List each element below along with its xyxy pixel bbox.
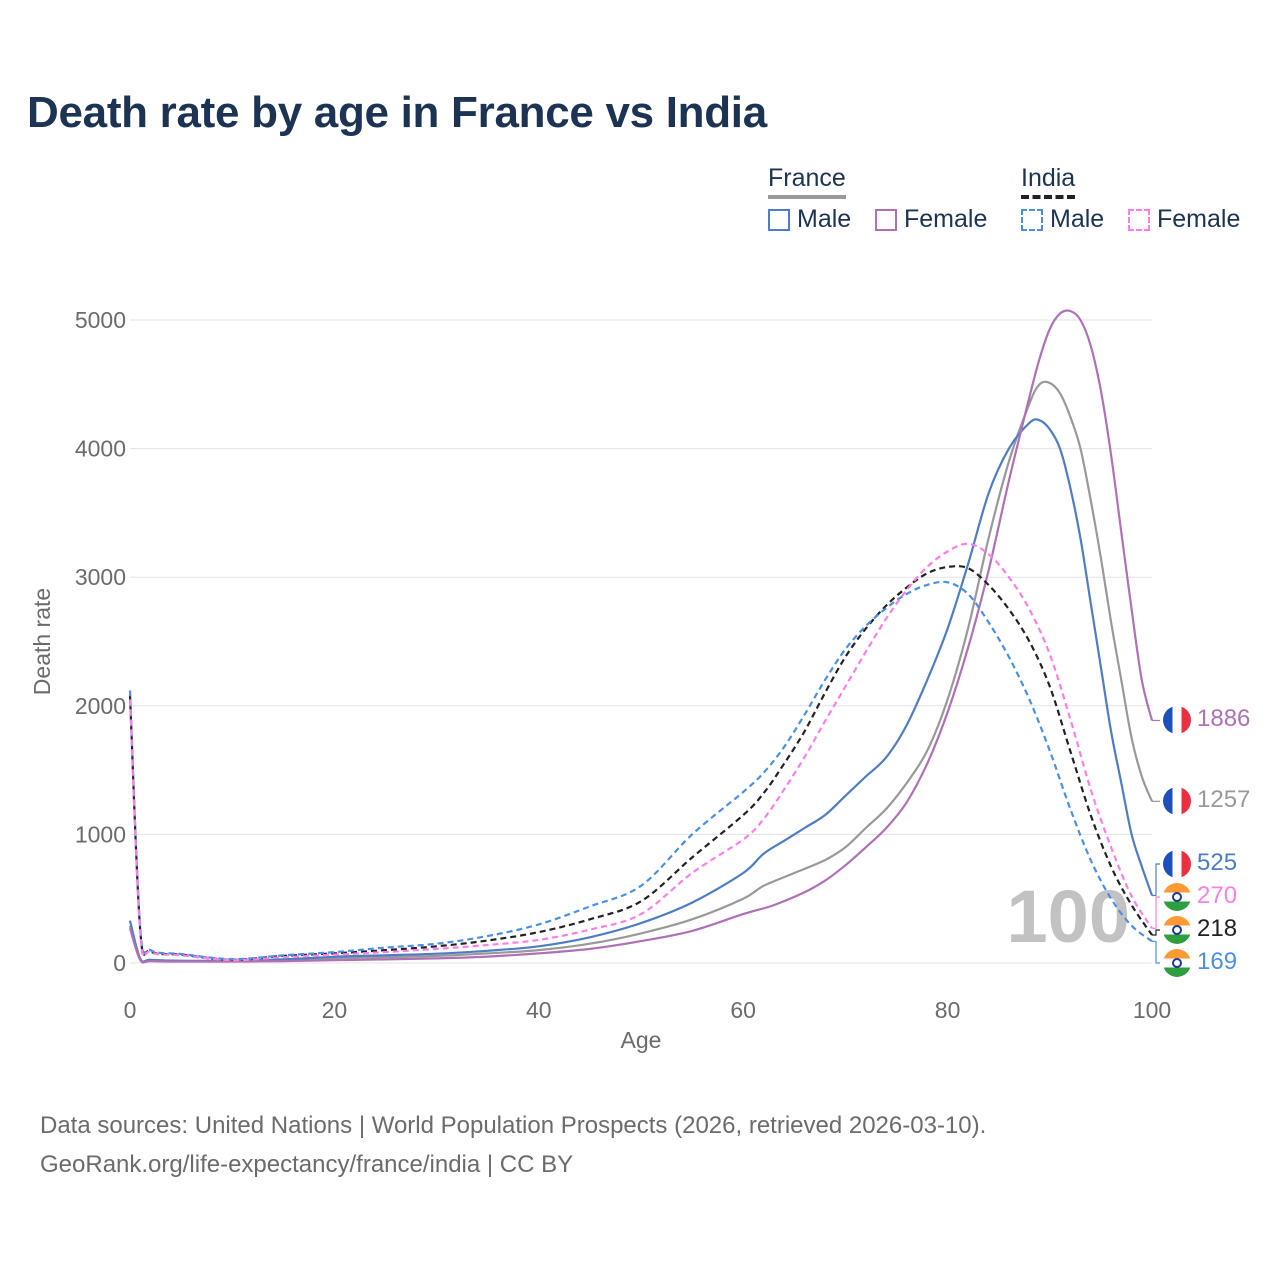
- x-tick-label: 100: [1133, 997, 1171, 1023]
- y-axis-title: Death rate: [29, 588, 55, 695]
- y-tick-label: 2000: [75, 693, 126, 719]
- year-watermark: 100: [1007, 875, 1130, 958]
- france-flag-icon: [1163, 706, 1191, 735]
- india-flag-icon: [1163, 949, 1191, 977]
- chart-title: Death rate by age in France vs India: [27, 88, 767, 137]
- end-value-label: 169: [1197, 948, 1238, 975]
- x-tick-label: 80: [935, 997, 961, 1023]
- series-line-india-male: [128, 580, 1153, 961]
- x-tick-label: 0: [124, 997, 137, 1023]
- x-tick-label: 20: [322, 997, 348, 1023]
- end-value-label: 1886: [1197, 705, 1251, 733]
- france-flag-icon: [1163, 850, 1191, 878]
- y-tick-label: 0: [113, 950, 126, 976]
- y-tick-label: 4000: [75, 436, 126, 462]
- end-label-connector: [1152, 863, 1160, 897]
- y-tick-label: 1000: [75, 821, 126, 847]
- data-source: Data sources: United Nations | World Pop…: [40, 1106, 986, 1184]
- india-flag-icon: [1163, 883, 1191, 911]
- y-tick-label: 5000: [75, 307, 126, 333]
- end-label-connector: [1152, 940, 1160, 964]
- end-value-label: 218: [1197, 915, 1238, 942]
- france-flag-icon: [1163, 787, 1191, 816]
- series-line-france-total: [128, 380, 1154, 964]
- end-value-label: 525: [1197, 849, 1238, 876]
- series-line-france-female: [128, 309, 1154, 964]
- series-line-india-total: [128, 565, 1153, 961]
- y-tick-label: 3000: [75, 564, 126, 590]
- source-line-1: Data sources: United Nations | World Pop…: [40, 1112, 987, 1139]
- end-label-connector: [1152, 896, 1160, 929]
- x-tick-label: 40: [526, 997, 552, 1023]
- x-tick-label: 60: [730, 997, 756, 1023]
- chakra-icon: [1172, 925, 1182, 935]
- india-flag-icon: [1163, 916, 1191, 944]
- series-line-india-female: [128, 542, 1153, 962]
- end-value-label: 1257: [1197, 786, 1251, 814]
- end-value-label: 270: [1197, 882, 1238, 909]
- chakra-icon: [1172, 958, 1182, 968]
- chakra-icon: [1172, 892, 1182, 902]
- series-line-france-male: [128, 418, 1154, 963]
- x-axis-title: Age: [621, 1027, 662, 1053]
- source-line-2: GeoRank.org/life-expectancy/france/india…: [40, 1151, 574, 1178]
- end-label-connector: [1152, 929, 1160, 936]
- line-chart: 0 1000 2000 3000 4000 5000 0 20 40 60 80 100 Age Deat…: [29, 307, 1171, 1053]
